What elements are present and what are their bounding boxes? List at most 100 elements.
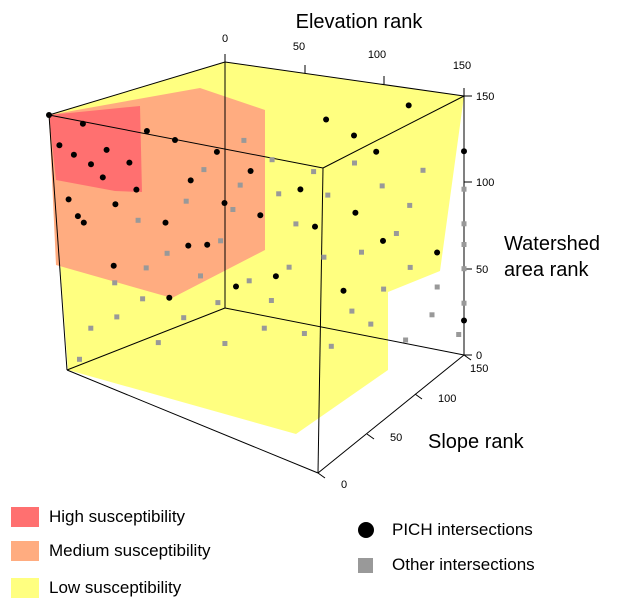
other-point-32	[321, 254, 327, 260]
slope-tick-0: 0	[341, 479, 347, 491]
pich-point-8	[79, 120, 86, 127]
pich-point-35	[110, 262, 117, 269]
box-edges	[48, 61, 465, 474]
other-point-11	[461, 266, 467, 272]
pich-point-23	[312, 223, 318, 230]
low-swatch	[11, 578, 39, 598]
other-point-30	[359, 249, 364, 255]
elevation-tick-0: 0	[222, 33, 228, 45]
other-point-31	[393, 231, 399, 236]
legend-pich-label: PICH intersections	[392, 520, 533, 539]
other-point-7	[379, 183, 385, 189]
other-point-42	[461, 186, 467, 192]
other-point-10	[434, 284, 440, 290]
other-point-49	[403, 337, 409, 343]
pich-marker-icon	[358, 522, 374, 538]
pich-point-36	[185, 242, 192, 249]
high-swatch	[11, 507, 39, 527]
slope-tick-100: 100	[438, 393, 456, 405]
watershed-tick-0: 0	[476, 350, 482, 362]
other-point-5	[218, 238, 224, 244]
other-point-13	[456, 332, 462, 337]
other-point-35	[183, 198, 189, 204]
legend-low-label: Low susceptibility	[49, 578, 182, 597]
pich-point-17	[221, 200, 228, 206]
other-point-9	[461, 221, 467, 227]
other-point-15	[381, 286, 387, 292]
pich-point-32	[380, 237, 386, 244]
pich-point-10	[126, 159, 133, 166]
pich-point-31	[233, 283, 239, 290]
legend-low: Low susceptibility	[11, 578, 181, 598]
slope-tick-150: 150	[470, 363, 488, 375]
other-point-23	[181, 315, 187, 321]
other-point-45	[112, 280, 118, 286]
pich-point-7	[112, 201, 119, 208]
pich-point-25	[351, 132, 357, 139]
elevation-tick-100: 100	[368, 49, 386, 61]
other-point-27	[222, 341, 228, 346]
other-point-6	[164, 250, 170, 256]
other-point-16	[349, 308, 355, 314]
legend-high: High susceptibility	[11, 507, 185, 527]
other-marker-icon	[358, 557, 373, 573]
pich-point-12	[143, 128, 150, 134]
pich-point-37	[352, 209, 359, 216]
pich-point-19	[247, 168, 254, 174]
pich-point-14	[187, 177, 194, 184]
pich-point-11	[133, 186, 140, 193]
other-point-4	[293, 221, 299, 227]
other-point-47	[198, 273, 203, 279]
other-point-33	[268, 298, 274, 303]
other-point-24	[261, 325, 267, 331]
pich-point-24	[323, 116, 330, 123]
pich-point-2	[65, 196, 72, 203]
other-point-34	[230, 207, 236, 212]
other-point-19	[215, 300, 221, 306]
elevation-tick-50: 50	[293, 41, 305, 53]
elevation-tick-150: 150	[453, 60, 471, 72]
elevation-axis-label: Elevation rank	[296, 11, 424, 33]
pich-point-6	[99, 174, 106, 181]
other-point-43	[461, 242, 467, 247]
other-point-28	[155, 340, 161, 346]
other-point-17	[286, 264, 292, 270]
other-point-12	[461, 300, 467, 306]
pich-point-9	[103, 146, 110, 153]
other-point-8	[407, 202, 413, 208]
other-point-18	[246, 278, 252, 284]
pich-point-16	[213, 148, 220, 155]
other-point-39	[276, 191, 282, 197]
pich-point-28	[461, 148, 467, 155]
other-point-1	[269, 157, 275, 163]
legend-other-label: Other intersections	[392, 555, 535, 574]
other-point-40	[352, 160, 357, 166]
pich-point-30	[204, 241, 211, 248]
other-point-44	[429, 312, 435, 318]
pich-point-4	[80, 219, 87, 226]
pich-point-34	[340, 287, 347, 294]
other-point-29	[77, 356, 82, 362]
other-point-36	[135, 217, 141, 223]
watershed-tick-100: 100	[476, 177, 494, 189]
other-point-41	[420, 167, 426, 173]
watershed-axis-label-line1: Watershed	[504, 233, 600, 255]
watershed-axis-label-line2: area rank	[504, 259, 589, 281]
watershed-ticks	[464, 95, 472, 356]
pich-point-18	[257, 212, 264, 219]
other-point-48	[368, 321, 374, 327]
legend-medium-label: Medium susceptibility	[49, 541, 211, 560]
other-point-20	[140, 296, 146, 302]
pich-point-27	[405, 102, 412, 109]
other-point-0	[241, 137, 247, 143]
elevation-ticks	[224, 54, 465, 96]
points-layer	[46, 102, 467, 362]
other-point-3	[325, 192, 331, 198]
pich-point-0	[46, 112, 52, 118]
pich-point-1	[56, 142, 63, 149]
watershed-tick-150: 150	[476, 91, 494, 103]
medium-swatch	[11, 541, 39, 561]
other-point-26	[328, 343, 334, 349]
pich-point-26	[373, 148, 380, 155]
